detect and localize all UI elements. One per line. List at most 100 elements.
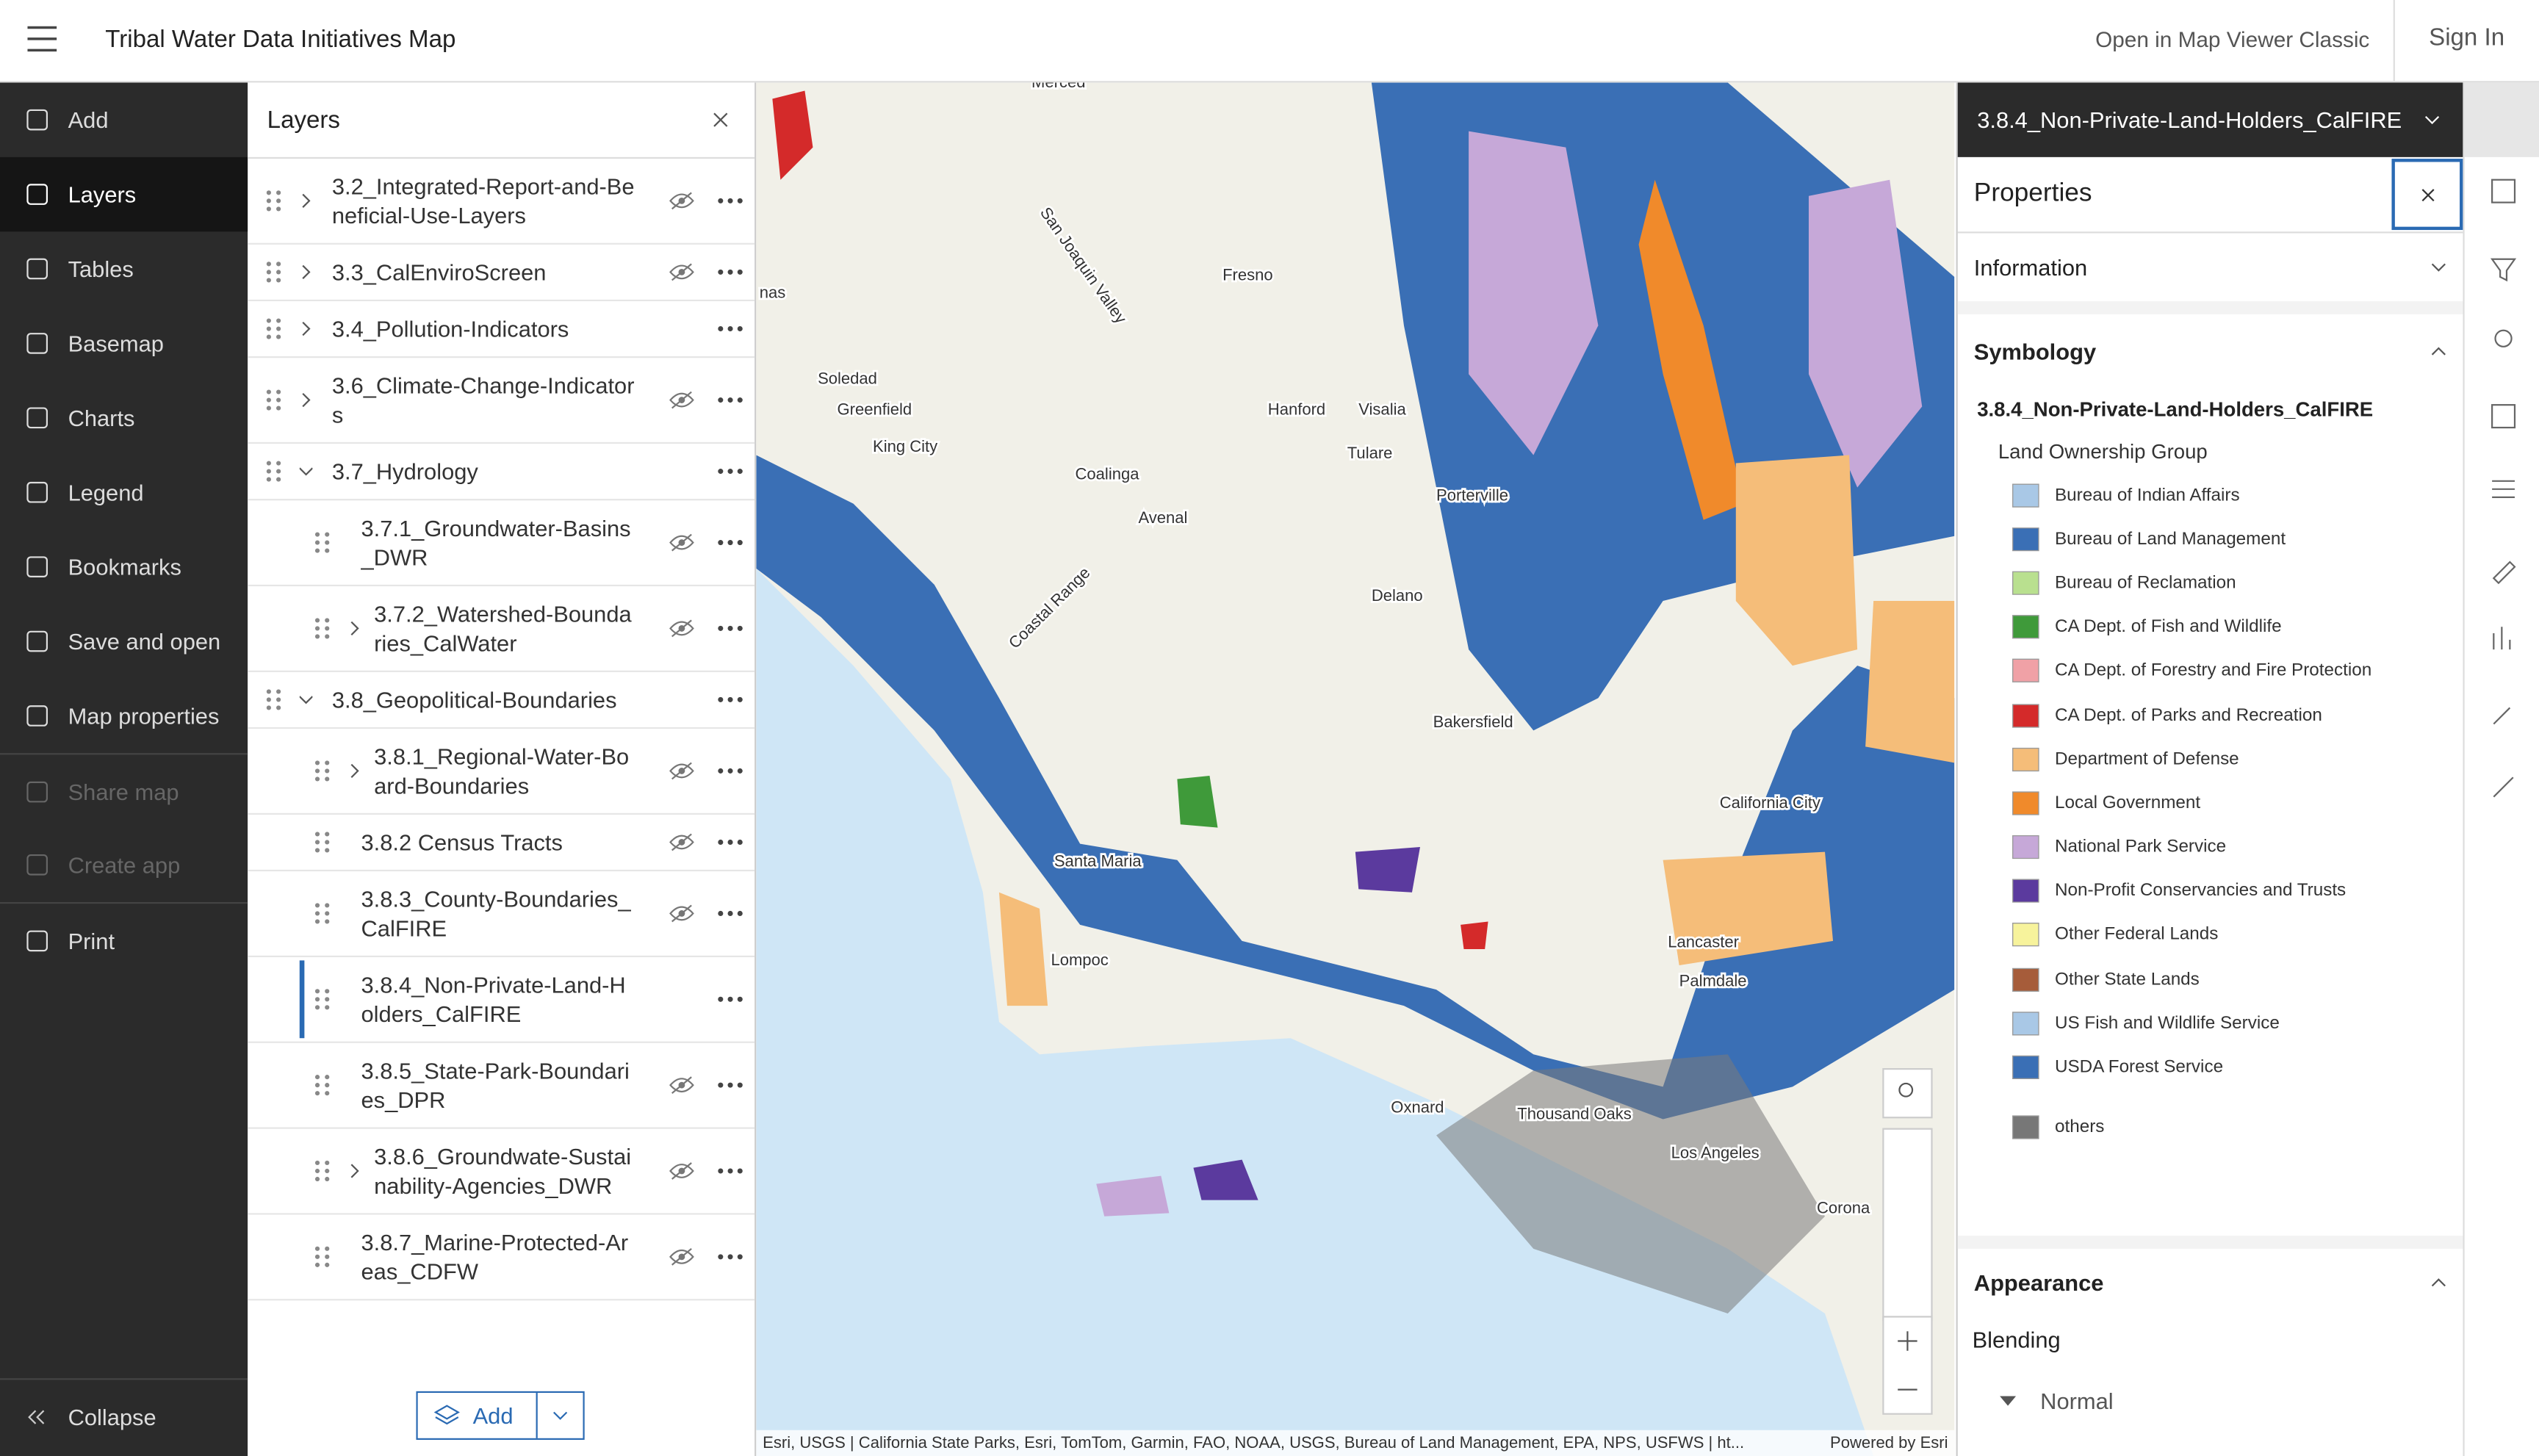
more-button[interactable] [706, 696, 755, 703]
eye-off-icon [669, 762, 694, 780]
expand-toggle[interactable] [287, 464, 325, 480]
layer-row[interactable]: 3.8.7_Marine-Protected-Areas_CDFW [248, 1215, 755, 1301]
collapse-button[interactable]: Collapse [0, 1378, 248, 1452]
more-button[interactable] [706, 1253, 755, 1260]
layer-row[interactable]: 3.8.2 Census Tracts [248, 815, 755, 872]
drag-handle [314, 760, 330, 782]
layer-row[interactable]: 3.8.5_State-Park-Boundaries_DPR [248, 1043, 755, 1129]
tool-active[interactable] [2464, 82, 2539, 157]
more-button[interactable] [706, 625, 755, 632]
appearance-section[interactable]: Appearance [1958, 1261, 2463, 1303]
layer-row[interactable]: 3.8.6_Groundwate-Sustainability-Agencies… [248, 1129, 755, 1215]
nav-item[interactable]: Bookmarks [0, 530, 248, 604]
park-land [1808, 179, 1923, 488]
layer-row[interactable]: 3.6_Climate-Change-Indicators [248, 358, 755, 444]
visibility-toggle[interactable] [658, 832, 706, 851]
symbology-section[interactable]: Symbology [1958, 314, 2463, 389]
visibility-toggle[interactable] [658, 390, 706, 409]
map-label: Lancaster [1668, 933, 1739, 951]
more-button[interactable] [706, 1168, 755, 1175]
map-controls [1882, 1067, 1933, 1415]
more-button[interactable] [706, 468, 755, 475]
expand-toggle[interactable] [335, 1163, 374, 1179]
layer-row[interactable]: 3.7.1_Groundwater-Basins_DWR [248, 500, 755, 587]
layer-row[interactable]: 3.8_Geopolitical-Boundaries [248, 672, 755, 729]
visibility-toggle[interactable] [658, 533, 706, 552]
close-button[interactable] [2391, 159, 2463, 231]
map-label: Bakersfield [1433, 713, 1513, 731]
nav-label: Save and open [68, 628, 221, 655]
nav-item[interactable]: Charts [0, 381, 248, 455]
expand-toggle[interactable] [287, 192, 325, 209]
more-button[interactable] [706, 539, 755, 546]
layer-row[interactable]: 3.3_CalEnviroScreen [248, 245, 755, 302]
nav-label: Bookmarks [68, 554, 181, 580]
nav-item[interactable]: Print [0, 902, 248, 976]
more-button[interactable] [706, 325, 755, 332]
close-button[interactable] [713, 112, 729, 128]
expand-toggle[interactable] [335, 763, 374, 779]
expand-toggle[interactable] [335, 620, 374, 636]
visibility-toggle[interactable] [658, 191, 706, 210]
expand-toggle[interactable] [287, 264, 325, 280]
information-section[interactable]: Information [1957, 233, 2463, 314]
menu-icon[interactable] [26, 24, 58, 54]
open-classic-link[interactable]: Open in Map Viewer Classic [2095, 27, 2370, 52]
expand-toggle[interactable] [287, 321, 325, 337]
layer-row[interactable]: 3.8.4_Non-Private-Land-Holders_CalFIRE [248, 957, 755, 1043]
visibility-toggle[interactable] [658, 904, 706, 923]
layer-name: 3.4_Pollution-Indicators [331, 315, 569, 342]
nav-item[interactable]: Legend [0, 455, 248, 530]
more-button[interactable] [706, 839, 755, 846]
visibility-toggle[interactable] [658, 619, 706, 638]
more-button[interactable] [706, 397, 755, 403]
more-button[interactable] [706, 1082, 755, 1089]
nav-item[interactable]: Tables [0, 231, 248, 306]
blend-mode[interactable]: Normal [2000, 1388, 2114, 1414]
legend-label: US Fish and Wildlife Service [2055, 1013, 2280, 1034]
add-button[interactable]: Add [416, 1391, 585, 1440]
sign-in[interactable]: Sign In [2429, 24, 2505, 52]
visibility-toggle[interactable] [658, 1161, 706, 1181]
powered-by: Powered by Esri [1830, 1434, 1948, 1452]
layer-select[interactable]: 3.8.4_Non-Private-Land-Holders_CalFIRE [1957, 82, 2463, 157]
drag-handle [314, 1160, 330, 1182]
nav-icon [26, 630, 48, 652]
legend-item: Bureau of Reclamation [1958, 561, 2463, 605]
tool-buttons[interactable] [1882, 1128, 1933, 1321]
nav-item[interactable]: Basemap [0, 306, 248, 381]
more-button[interactable] [706, 768, 755, 774]
layer-name: 3.8.3_County-Boundaries_CalFIRE [361, 885, 631, 941]
more-button[interactable] [706, 996, 755, 1003]
visibility-toggle[interactable] [658, 1247, 706, 1266]
nav-item[interactable]: Save and open [0, 604, 248, 678]
expand-toggle[interactable] [287, 691, 325, 707]
layer-row[interactable]: 3.8.3_County-Boundaries_CalFIRE [248, 871, 755, 957]
more-button[interactable] [706, 269, 755, 275]
expand-toggle[interactable] [287, 392, 325, 408]
legend-swatch [2012, 1055, 2039, 1080]
legend-label: CA Dept. of Forestry and Fire Protection [2055, 661, 2372, 681]
map-label: California City [1720, 793, 1820, 812]
visibility-toggle[interactable] [658, 1075, 706, 1095]
search-button[interactable] [1882, 1067, 1933, 1119]
nav-item[interactable]: Layers [0, 156, 248, 232]
map-view[interactable]: Merced San Joaquin Valley Fresno Soledad… [756, 82, 1955, 1456]
chevron [350, 1164, 359, 1178]
legend-swatch [2012, 835, 2039, 859]
visibility-toggle[interactable] [658, 761, 706, 780]
layer-row[interactable]: 3.7.2_Watershed-Boundaries_CalWater [248, 586, 755, 672]
more-button[interactable] [706, 910, 755, 917]
dots-icon [718, 397, 743, 403]
nav-item[interactable]: Share map [0, 753, 248, 827]
more-button[interactable] [706, 198, 755, 204]
layer-row[interactable]: 3.4_Pollution-Indicators [248, 301, 755, 358]
layer-row[interactable]: 3.8.1_Regional-Water-Board-Boundaries [248, 729, 755, 815]
layers-header: Layers [248, 82, 755, 159]
nav-item[interactable]: Add [0, 82, 248, 156]
layer-row[interactable]: 3.2_Integrated-Report-and-Beneficial-Use… [248, 159, 755, 245]
nav-item[interactable]: Create app [0, 828, 248, 902]
nav-item[interactable]: Map properties [0, 679, 248, 753]
visibility-toggle[interactable] [658, 262, 706, 281]
layer-row[interactable]: 3.7_Hydrology [248, 444, 755, 501]
